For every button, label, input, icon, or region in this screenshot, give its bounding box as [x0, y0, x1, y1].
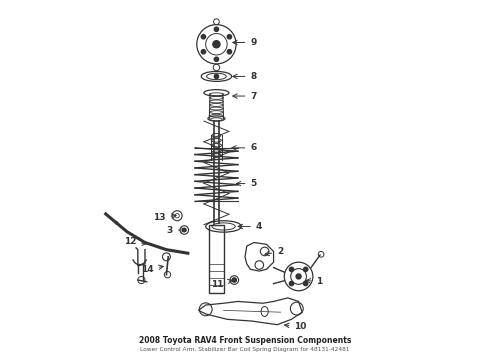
Circle shape	[214, 74, 219, 78]
Text: 9: 9	[233, 38, 257, 47]
Text: 5: 5	[236, 179, 257, 188]
Circle shape	[201, 35, 206, 39]
Circle shape	[213, 41, 220, 48]
Text: 12: 12	[123, 237, 147, 246]
Circle shape	[214, 57, 219, 62]
Circle shape	[214, 27, 219, 31]
Circle shape	[290, 282, 294, 286]
Circle shape	[296, 274, 301, 279]
Text: 4: 4	[238, 222, 262, 231]
Text: 1: 1	[306, 277, 323, 286]
Text: 2008 Toyota RAV4 Front Suspension Components: 2008 Toyota RAV4 Front Suspension Compon…	[139, 336, 351, 345]
Text: 7: 7	[233, 91, 257, 100]
Text: 6: 6	[232, 143, 257, 152]
Text: 2: 2	[265, 247, 283, 256]
Text: 13: 13	[153, 213, 176, 222]
Circle shape	[227, 35, 232, 39]
Circle shape	[201, 50, 206, 54]
Circle shape	[303, 267, 308, 271]
Text: 8: 8	[233, 72, 257, 81]
Circle shape	[227, 50, 232, 54]
Circle shape	[182, 228, 186, 232]
Circle shape	[290, 267, 294, 271]
Text: 14: 14	[141, 265, 163, 274]
Text: 10: 10	[285, 322, 307, 331]
Text: Lower Control Arm, Stabilizer Bar Coil Spring Diagram for 48131-42481: Lower Control Arm, Stabilizer Bar Coil S…	[140, 347, 350, 352]
Bar	[209, 225, 224, 293]
Text: 11: 11	[211, 279, 232, 289]
Text: 3: 3	[167, 225, 186, 234]
Circle shape	[232, 278, 237, 282]
Circle shape	[303, 282, 308, 286]
